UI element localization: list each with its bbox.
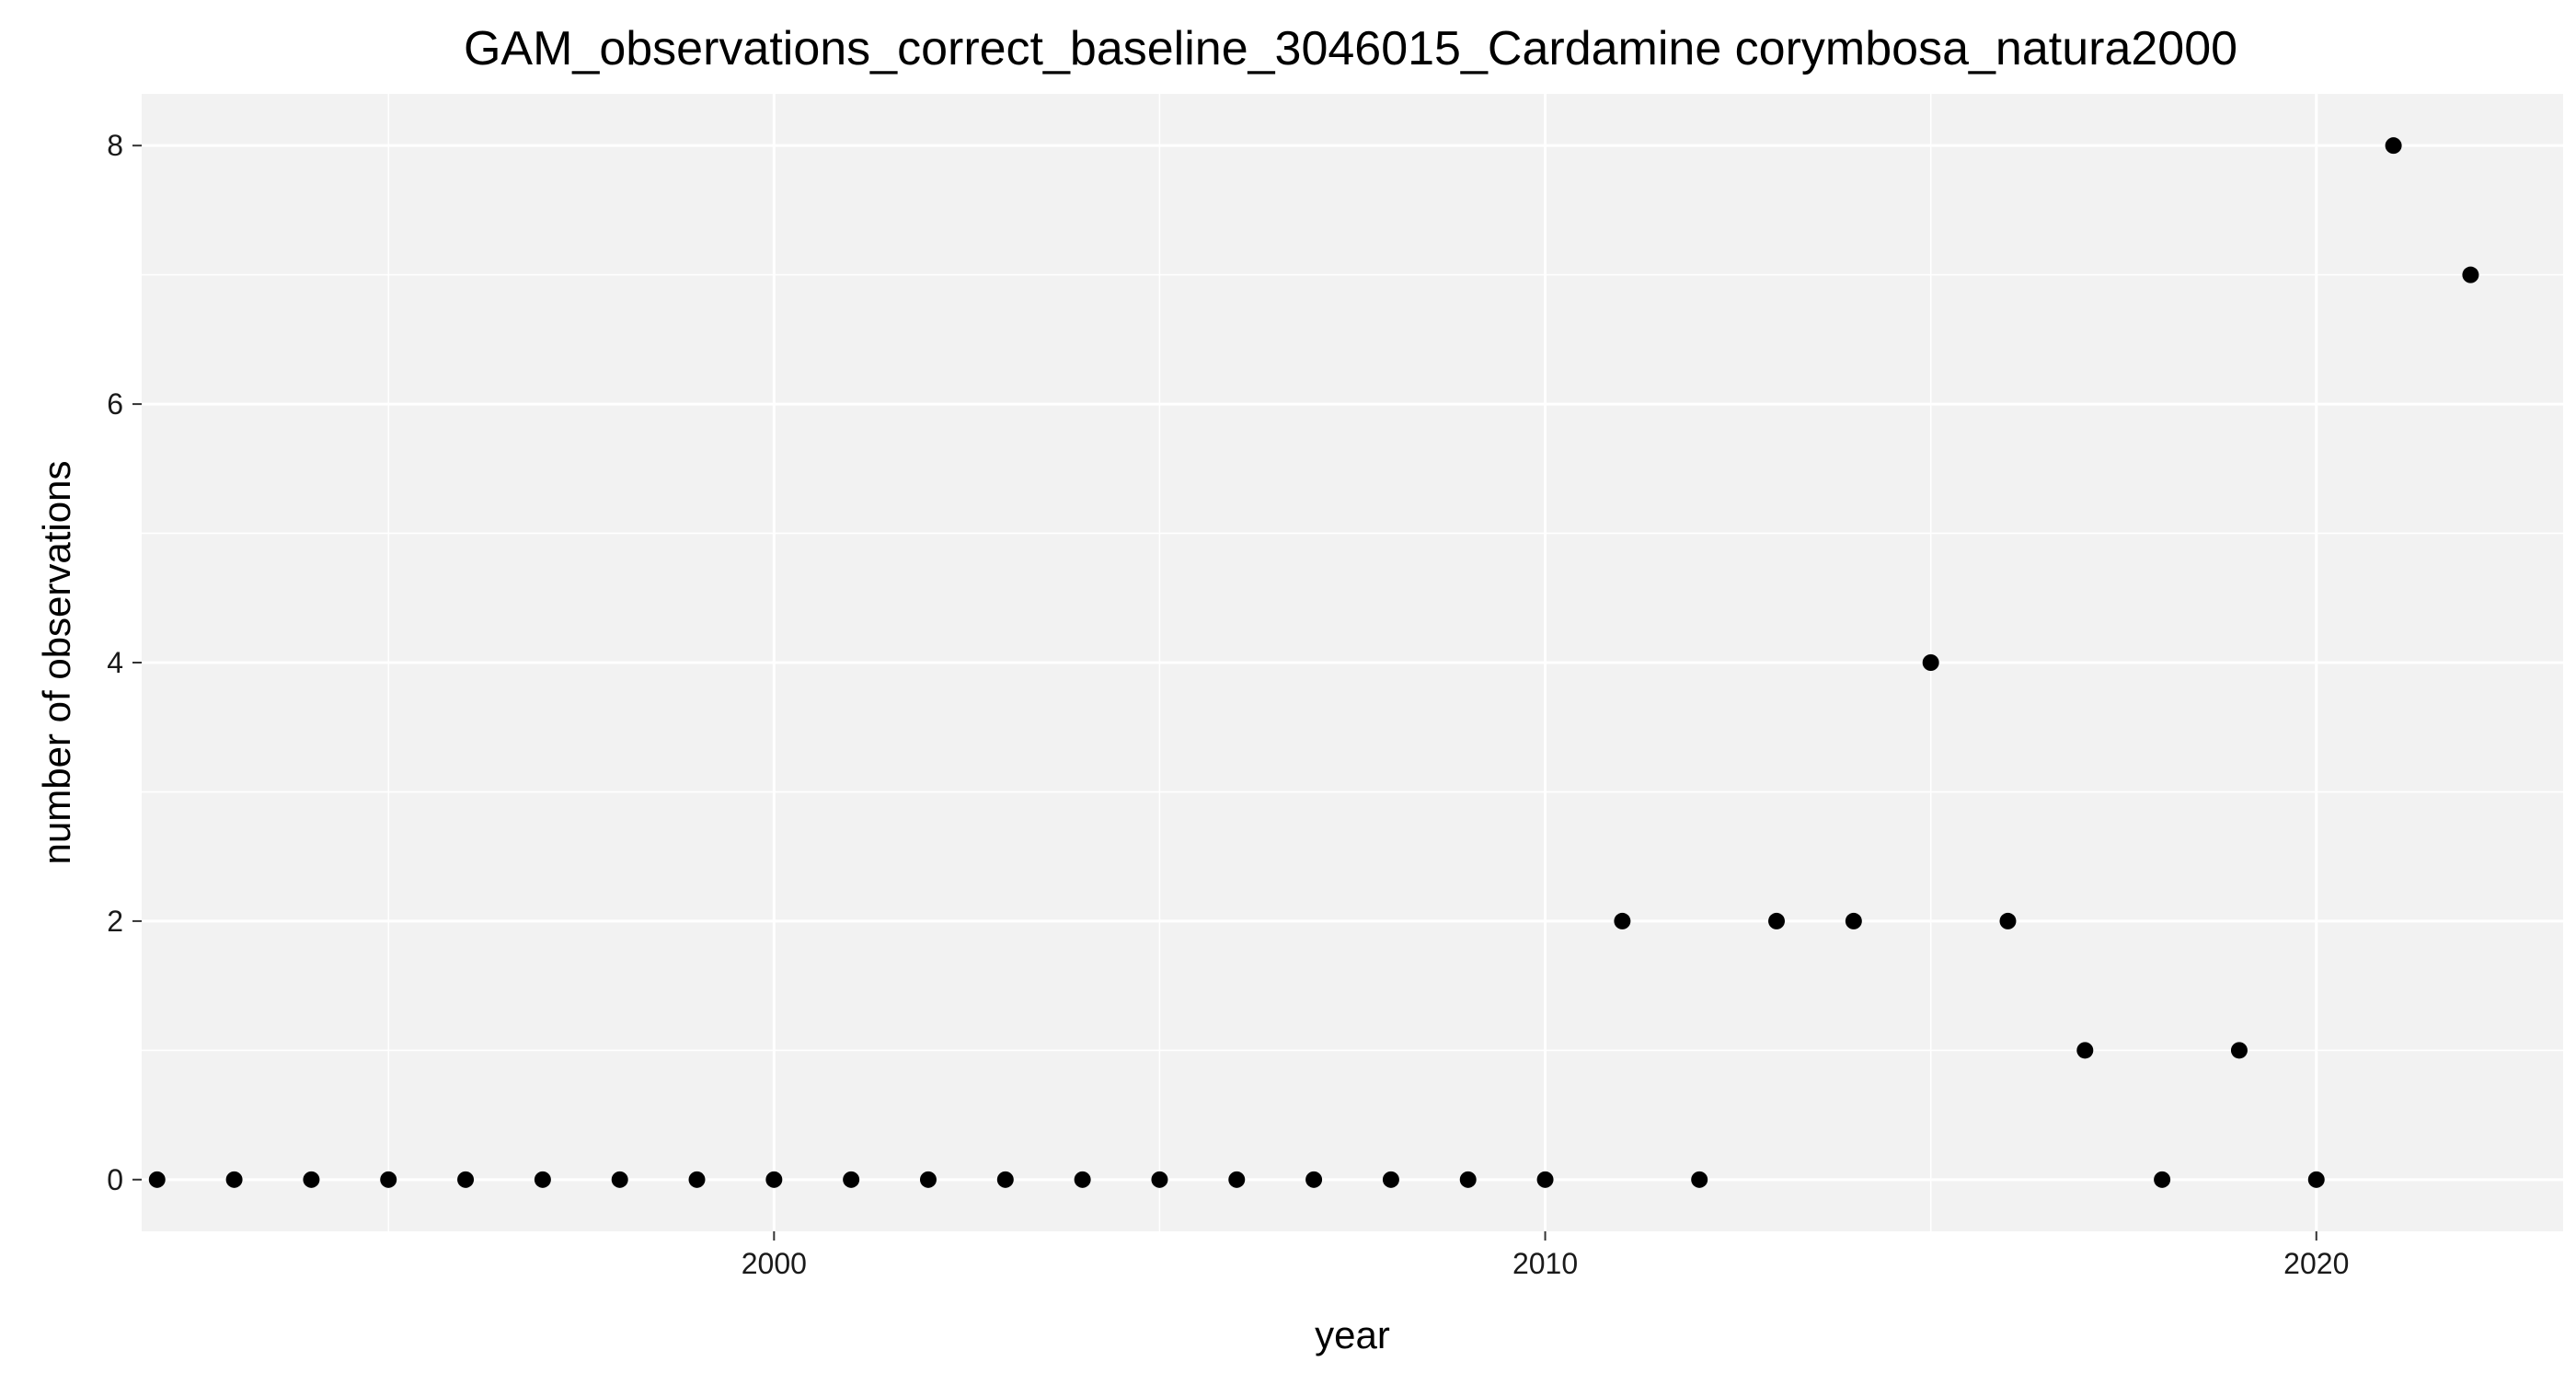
data-point [1305, 1171, 1323, 1188]
data-point [2385, 137, 2402, 155]
data-point [457, 1171, 475, 1188]
x-tick-label: 2020 [2283, 1247, 2349, 1280]
data-point [611, 1171, 628, 1188]
data-point [1691, 1171, 1708, 1188]
data-point [2154, 1171, 2171, 1188]
data-point [303, 1171, 320, 1188]
x-axis-label: year [1315, 1313, 1390, 1356]
data-point [1382, 1171, 1399, 1188]
data-point [225, 1171, 243, 1188]
data-point [1459, 1171, 1477, 1188]
data-point [2230, 1042, 2248, 1059]
data-point [2076, 1042, 2094, 1059]
data-point [1151, 1171, 1168, 1188]
data-point [1228, 1171, 1246, 1188]
data-point [919, 1171, 937, 1188]
axes: 2000 2010 2020 0 2 4 6 8 [107, 129, 2349, 1280]
data-point [380, 1171, 397, 1188]
data-point [843, 1171, 860, 1188]
y-tick-label: 0 [107, 1163, 123, 1196]
data-point [688, 1171, 706, 1188]
data-point [1614, 912, 1631, 929]
chart-title: GAM_observations_correct_baseline_304601… [464, 22, 2237, 75]
data-point [534, 1171, 551, 1188]
data-point [1922, 654, 1939, 671]
y-tick-label: 8 [107, 129, 123, 162]
data-point [1074, 1171, 1091, 1188]
y-tick-label: 2 [107, 905, 123, 938]
data-point [996, 1171, 1014, 1188]
data-point [148, 1171, 166, 1188]
x-tick-label: 2000 [742, 1247, 807, 1280]
data-point [765, 1171, 783, 1188]
y-tick-label: 4 [107, 646, 123, 679]
data-point [1999, 912, 2017, 929]
data-point [2307, 1171, 2325, 1188]
y-axis-label: number of observations [35, 461, 78, 865]
data-point [1845, 912, 1862, 929]
x-tick-label: 2010 [1512, 1247, 1578, 1280]
data-point [2462, 266, 2479, 283]
data-points [148, 137, 2479, 1188]
data-point [1536, 1171, 1554, 1188]
data-point [1768, 912, 1786, 929]
y-tick-label: 6 [107, 387, 123, 421]
